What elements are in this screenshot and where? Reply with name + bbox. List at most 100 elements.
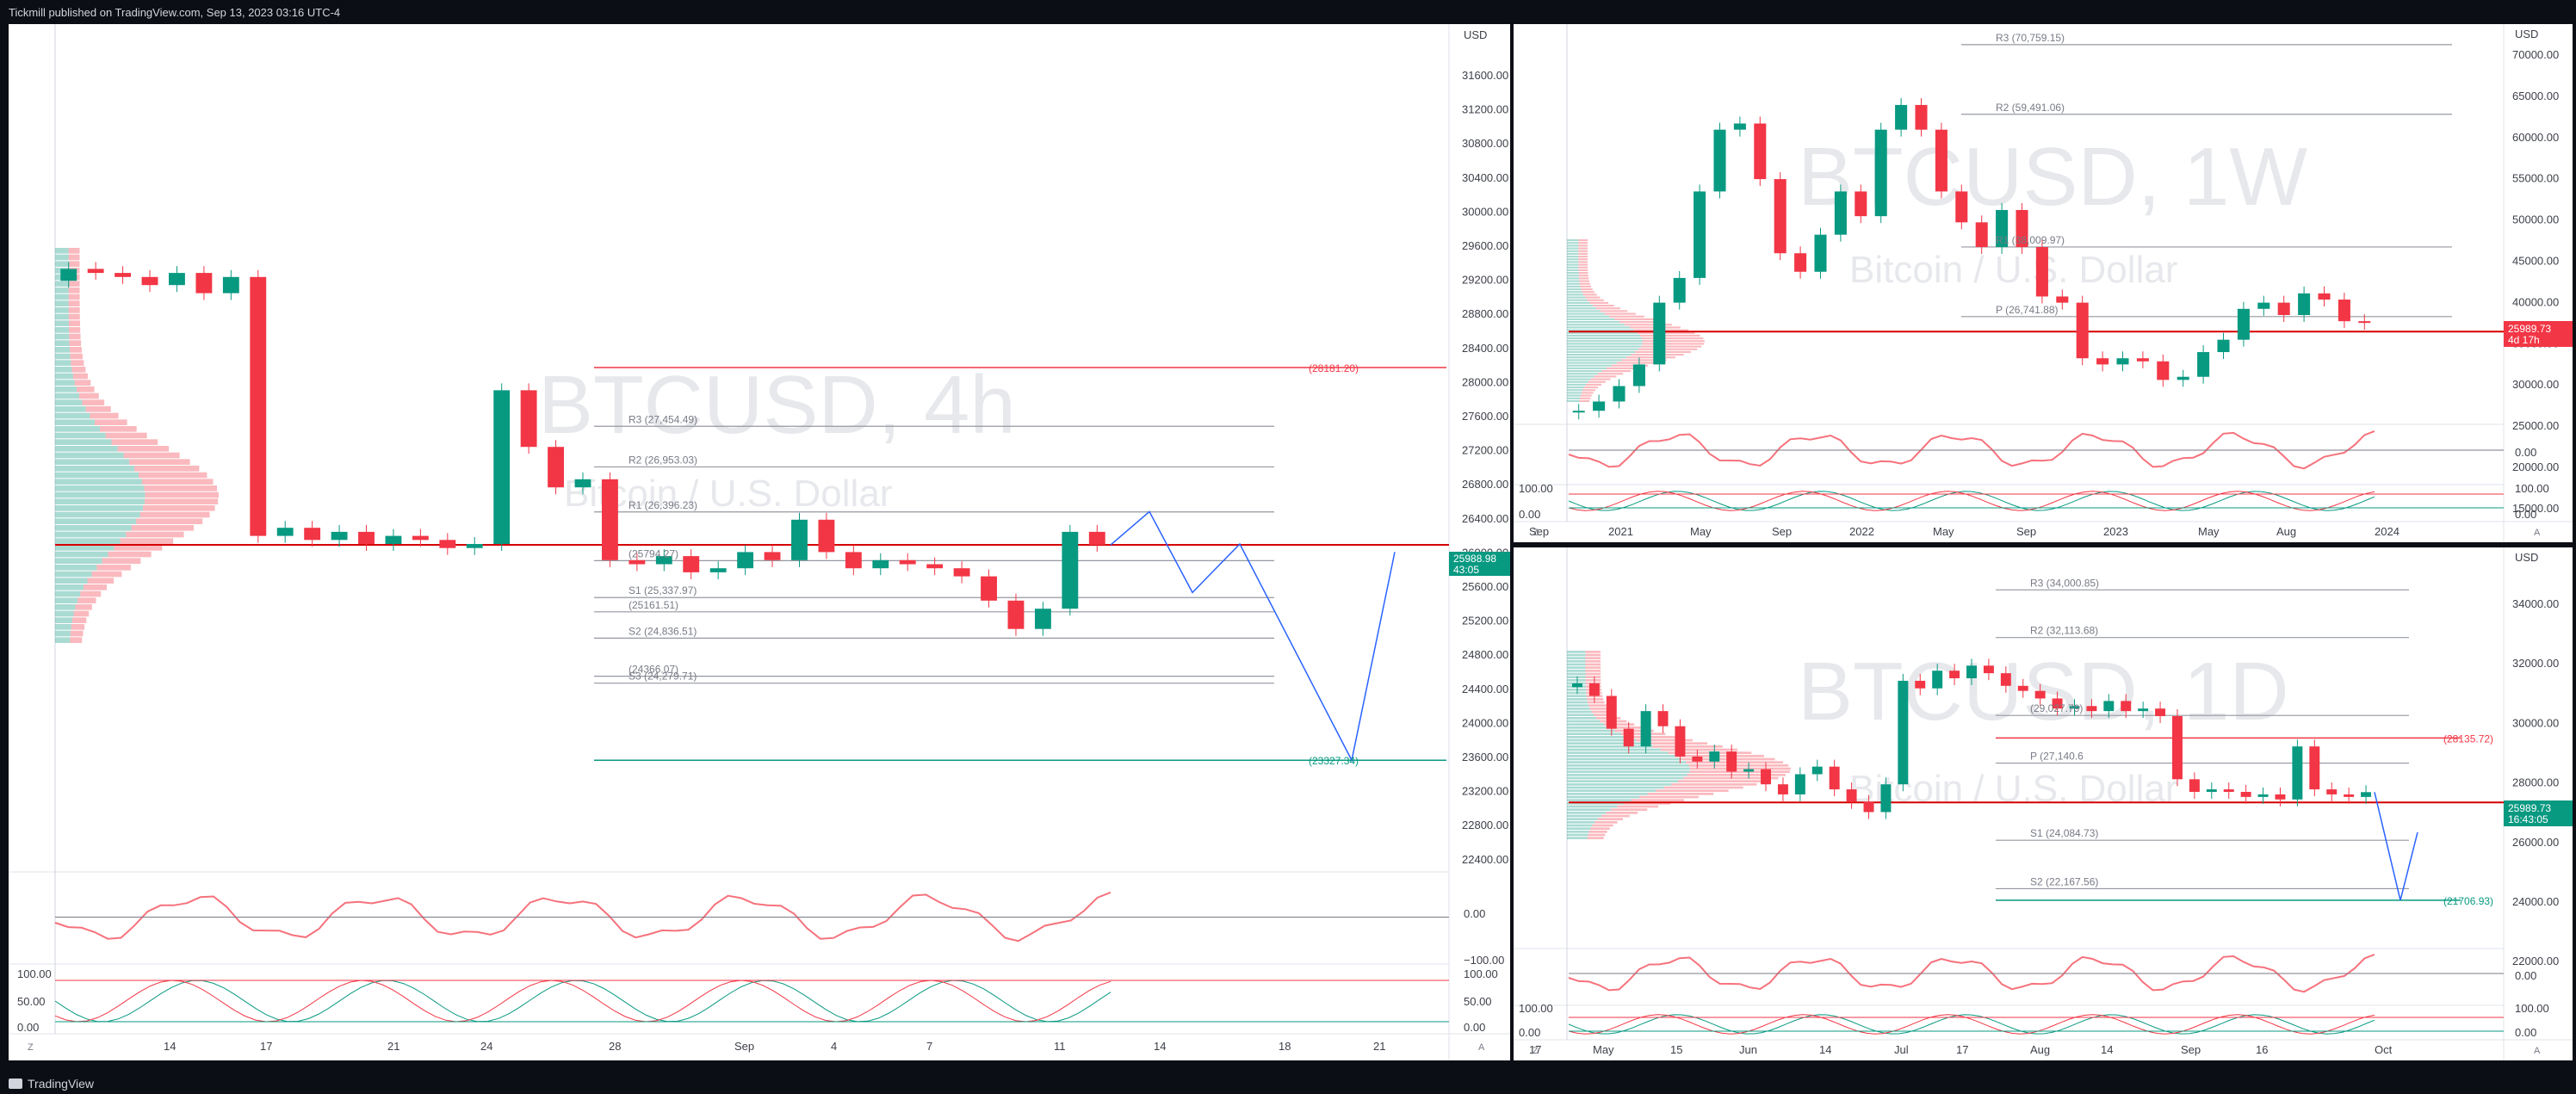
timezone-button[interactable]: Z	[28, 1042, 34, 1053]
volume-profile-bar	[1595, 821, 1618, 824]
candle	[2056, 296, 2069, 303]
volume-profile-bar	[1567, 280, 1580, 282]
volume-profile-bar	[1601, 370, 1632, 373]
volume-profile-bar	[1567, 837, 1588, 839]
brand-name: TradingView	[28, 1077, 95, 1091]
auto-scale-button[interactable]: A	[2534, 1046, 2541, 1056]
volume-profile-bar	[1567, 356, 1627, 359]
volume-profile-bar	[1585, 672, 1601, 676]
volume-profile-bar	[143, 505, 215, 511]
candle	[1754, 123, 1767, 180]
chart-panel-1w[interactable]: BTCUSD, 1W Bitcoin / U.S. Dollar USD 700…	[1514, 24, 2573, 542]
volume-profile-bar	[1567, 770, 1690, 773]
volume-profile-bar	[1578, 242, 1588, 244]
volume-profile-bar	[1578, 244, 1588, 247]
volume-profile-bar	[1642, 337, 1704, 340]
countdown-tag: 4d 17h	[2508, 334, 2540, 346]
volume-profile-bar	[1588, 701, 1605, 704]
volume-profile-bar	[1617, 805, 1658, 808]
time-tick: Jul	[1894, 1043, 1909, 1056]
volume-profile-bar	[1585, 383, 1601, 386]
candle	[872, 559, 889, 569]
volume-profile-bar	[1567, 272, 1579, 275]
chart-4h-canvas[interactable]: BTCUSD, 4h Bitcoin / U.S. Dollar USD 316…	[9, 24, 1510, 1060]
time-tick: May	[1690, 525, 1712, 538]
volume-profile-bar	[55, 294, 69, 300]
candle	[1034, 609, 1051, 629]
watermark-description: Bitcoin / U.S. Dollar	[1849, 249, 2177, 291]
volume-profile-bar	[1624, 802, 1671, 805]
candle	[1794, 774, 1805, 794]
candle	[953, 568, 970, 577]
candle	[1613, 386, 1625, 402]
volume-profile-bar	[1567, 345, 1641, 348]
volume-profile-bar	[1585, 660, 1601, 663]
projection-path	[2374, 792, 2418, 901]
candle	[1863, 801, 1874, 813]
volume-profile-bar	[1567, 326, 1630, 329]
candle	[1657, 711, 1669, 726]
volume-profile-bar	[55, 300, 69, 306]
candle	[2240, 792, 2251, 797]
tradingview-logo[interactable]: TradingView	[9, 1077, 94, 1091]
chart-1d-canvas[interactable]: BTCUSD, 1D Bitcoin / U.S. Dollar USD 340…	[1514, 547, 2573, 1060]
auto-scale-button[interactable]: A	[1478, 1042, 1485, 1053]
volume-profile-bar	[1631, 799, 1685, 801]
timezone-button[interactable]: Z	[1533, 528, 1539, 538]
time-tick: May	[2198, 525, 2220, 538]
candle	[655, 556, 672, 565]
price-tick: 25200.00	[1462, 615, 1508, 627]
chart-1w-canvas[interactable]: BTCUSD, 1W Bitcoin / U.S. Dollar USD 700…	[1514, 24, 2573, 542]
candle	[1713, 129, 1726, 192]
candle	[1675, 726, 1686, 757]
candle	[1640, 711, 1651, 747]
volume-profile-bar	[1582, 291, 1595, 294]
volume-profile-bar	[70, 353, 83, 360]
volume-profile-bar	[1567, 717, 1597, 720]
volume-profile-bar	[136, 518, 203, 524]
currency-label: USD	[1464, 28, 1487, 41]
volume-profile-bar	[1567, 340, 1643, 343]
pivot-label: R2 (59,491.06)	[1996, 102, 2065, 114]
price-tick: 30400.00	[1462, 171, 1508, 184]
candle	[1623, 728, 1634, 747]
volume-profile-bar	[55, 373, 73, 380]
pivot-label: P (27,140.6	[2030, 751, 2084, 763]
stoch-left-tick-1: 0.00	[1519, 508, 1540, 521]
volume-profile-bar	[77, 386, 95, 392]
volume-profile-bar	[68, 261, 80, 267]
volume-profile-bar	[1567, 676, 1586, 678]
footer: TradingView	[0, 1072, 2576, 1094]
volume-profile-bar	[90, 412, 119, 419]
volume-profile-bar	[1588, 833, 1606, 837]
volume-profile-bar	[1581, 288, 1593, 291]
candle	[1814, 234, 1827, 272]
volume-profile-bar	[1567, 399, 1580, 402]
volume-profile-bar	[68, 254, 80, 261]
volume-profile-bar	[1628, 736, 1679, 739]
volume-profile-bar	[1567, 666, 1586, 669]
chart-panel-1d[interactable]: BTCUSD, 1D Bitcoin / U.S. Dollar USD 340…	[1514, 547, 2573, 1060]
volume-profile-bar	[1591, 710, 1612, 714]
volume-profile-bar	[1567, 695, 1587, 697]
timezone-button[interactable]: Z	[1533, 1046, 1539, 1056]
candle	[926, 564, 944, 569]
time-tick: Aug	[2276, 525, 2296, 538]
chart-panel-4h[interactable]: BTCUSD, 4h Bitcoin / U.S. Dollar USD 316…	[9, 24, 1510, 1060]
volume-profile-bar	[55, 426, 101, 432]
volume-profile-bar	[1567, 736, 1629, 739]
price-tick: 26800.00	[1462, 478, 1508, 491]
price-tick: 22800.00	[1462, 819, 1508, 831]
volume-profile-bar	[1567, 397, 1581, 399]
volume-profile-bar	[1567, 239, 1579, 242]
candle	[548, 447, 564, 488]
price-tick: 29600.00	[1462, 239, 1508, 252]
auto-scale-button[interactable]: A	[2534, 528, 2541, 538]
volume-profile-bar	[1585, 676, 1601, 678]
volume-profile-bar	[1567, 315, 1610, 318]
volume-profile-bar	[1606, 812, 1638, 814]
volume-profile-bar	[73, 610, 90, 617]
candle	[2223, 789, 2234, 792]
volume-profile-bar	[1567, 755, 1675, 757]
volume-profile-bar	[1587, 299, 1604, 301]
